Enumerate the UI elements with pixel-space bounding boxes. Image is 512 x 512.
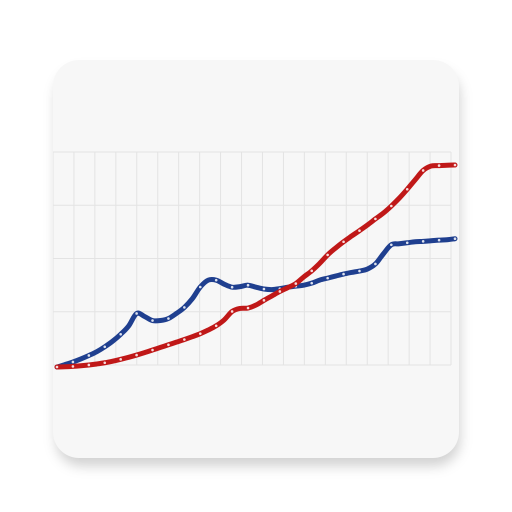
- data-point: [230, 285, 234, 289]
- series-line: [54, 236, 458, 370]
- data-point: [214, 278, 218, 282]
- data-point: [167, 343, 170, 347]
- data-point: [342, 240, 345, 244]
- data-point: [214, 324, 218, 328]
- data-point: [151, 348, 154, 352]
- data-point: [294, 282, 298, 285]
- data-point: [183, 306, 186, 309]
- series-0: [54, 236, 458, 370]
- data-point: [135, 353, 138, 357]
- data-point: [87, 363, 91, 367]
- data-point: [198, 285, 202, 289]
- data-point: [278, 290, 282, 293]
- chart-series-layer: [54, 162, 458, 370]
- chart-grid: [53, 151, 452, 366]
- data-point: [326, 253, 329, 257]
- data-point: [262, 287, 266, 291]
- data-point: [246, 306, 250, 310]
- data-point: [358, 229, 361, 232]
- data-point: [230, 310, 234, 313]
- data-point: [390, 243, 393, 247]
- data-point: [103, 345, 107, 349]
- data-point: [437, 164, 441, 167]
- series-1: [54, 162, 458, 370]
- data-point: [135, 312, 138, 315]
- data-point: [405, 187, 409, 191]
- data-point: [198, 332, 202, 335]
- data-point: [167, 317, 170, 320]
- data-point: [374, 262, 377, 266]
- line-chart-icon[interactable]: [53, 60, 459, 458]
- data-point: [453, 237, 457, 241]
- data-point: [437, 238, 441, 242]
- data-point: [453, 163, 457, 167]
- series-line: [54, 162, 458, 370]
- data-point: [310, 269, 314, 273]
- data-point: [342, 272, 345, 276]
- data-point: [374, 217, 377, 221]
- data-point: [390, 204, 393, 208]
- data-point: [71, 365, 75, 368]
- data-point: [421, 169, 425, 172]
- data-point: [55, 365, 59, 369]
- data-point: [421, 240, 425, 243]
- data-point: [310, 281, 314, 285]
- data-point: [262, 299, 266, 302]
- data-point: [405, 241, 409, 245]
- data-point: [103, 361, 107, 365]
- data-point: [358, 269, 361, 273]
- data-point: [246, 283, 250, 287]
- data-point: [87, 354, 91, 357]
- data-point: [119, 332, 122, 336]
- data-point: [183, 338, 186, 341]
- data-point: [71, 360, 75, 364]
- line-chart: [53, 151, 458, 370]
- data-point: [151, 319, 154, 322]
- data-point: [119, 358, 122, 361]
- data-point: [326, 276, 329, 280]
